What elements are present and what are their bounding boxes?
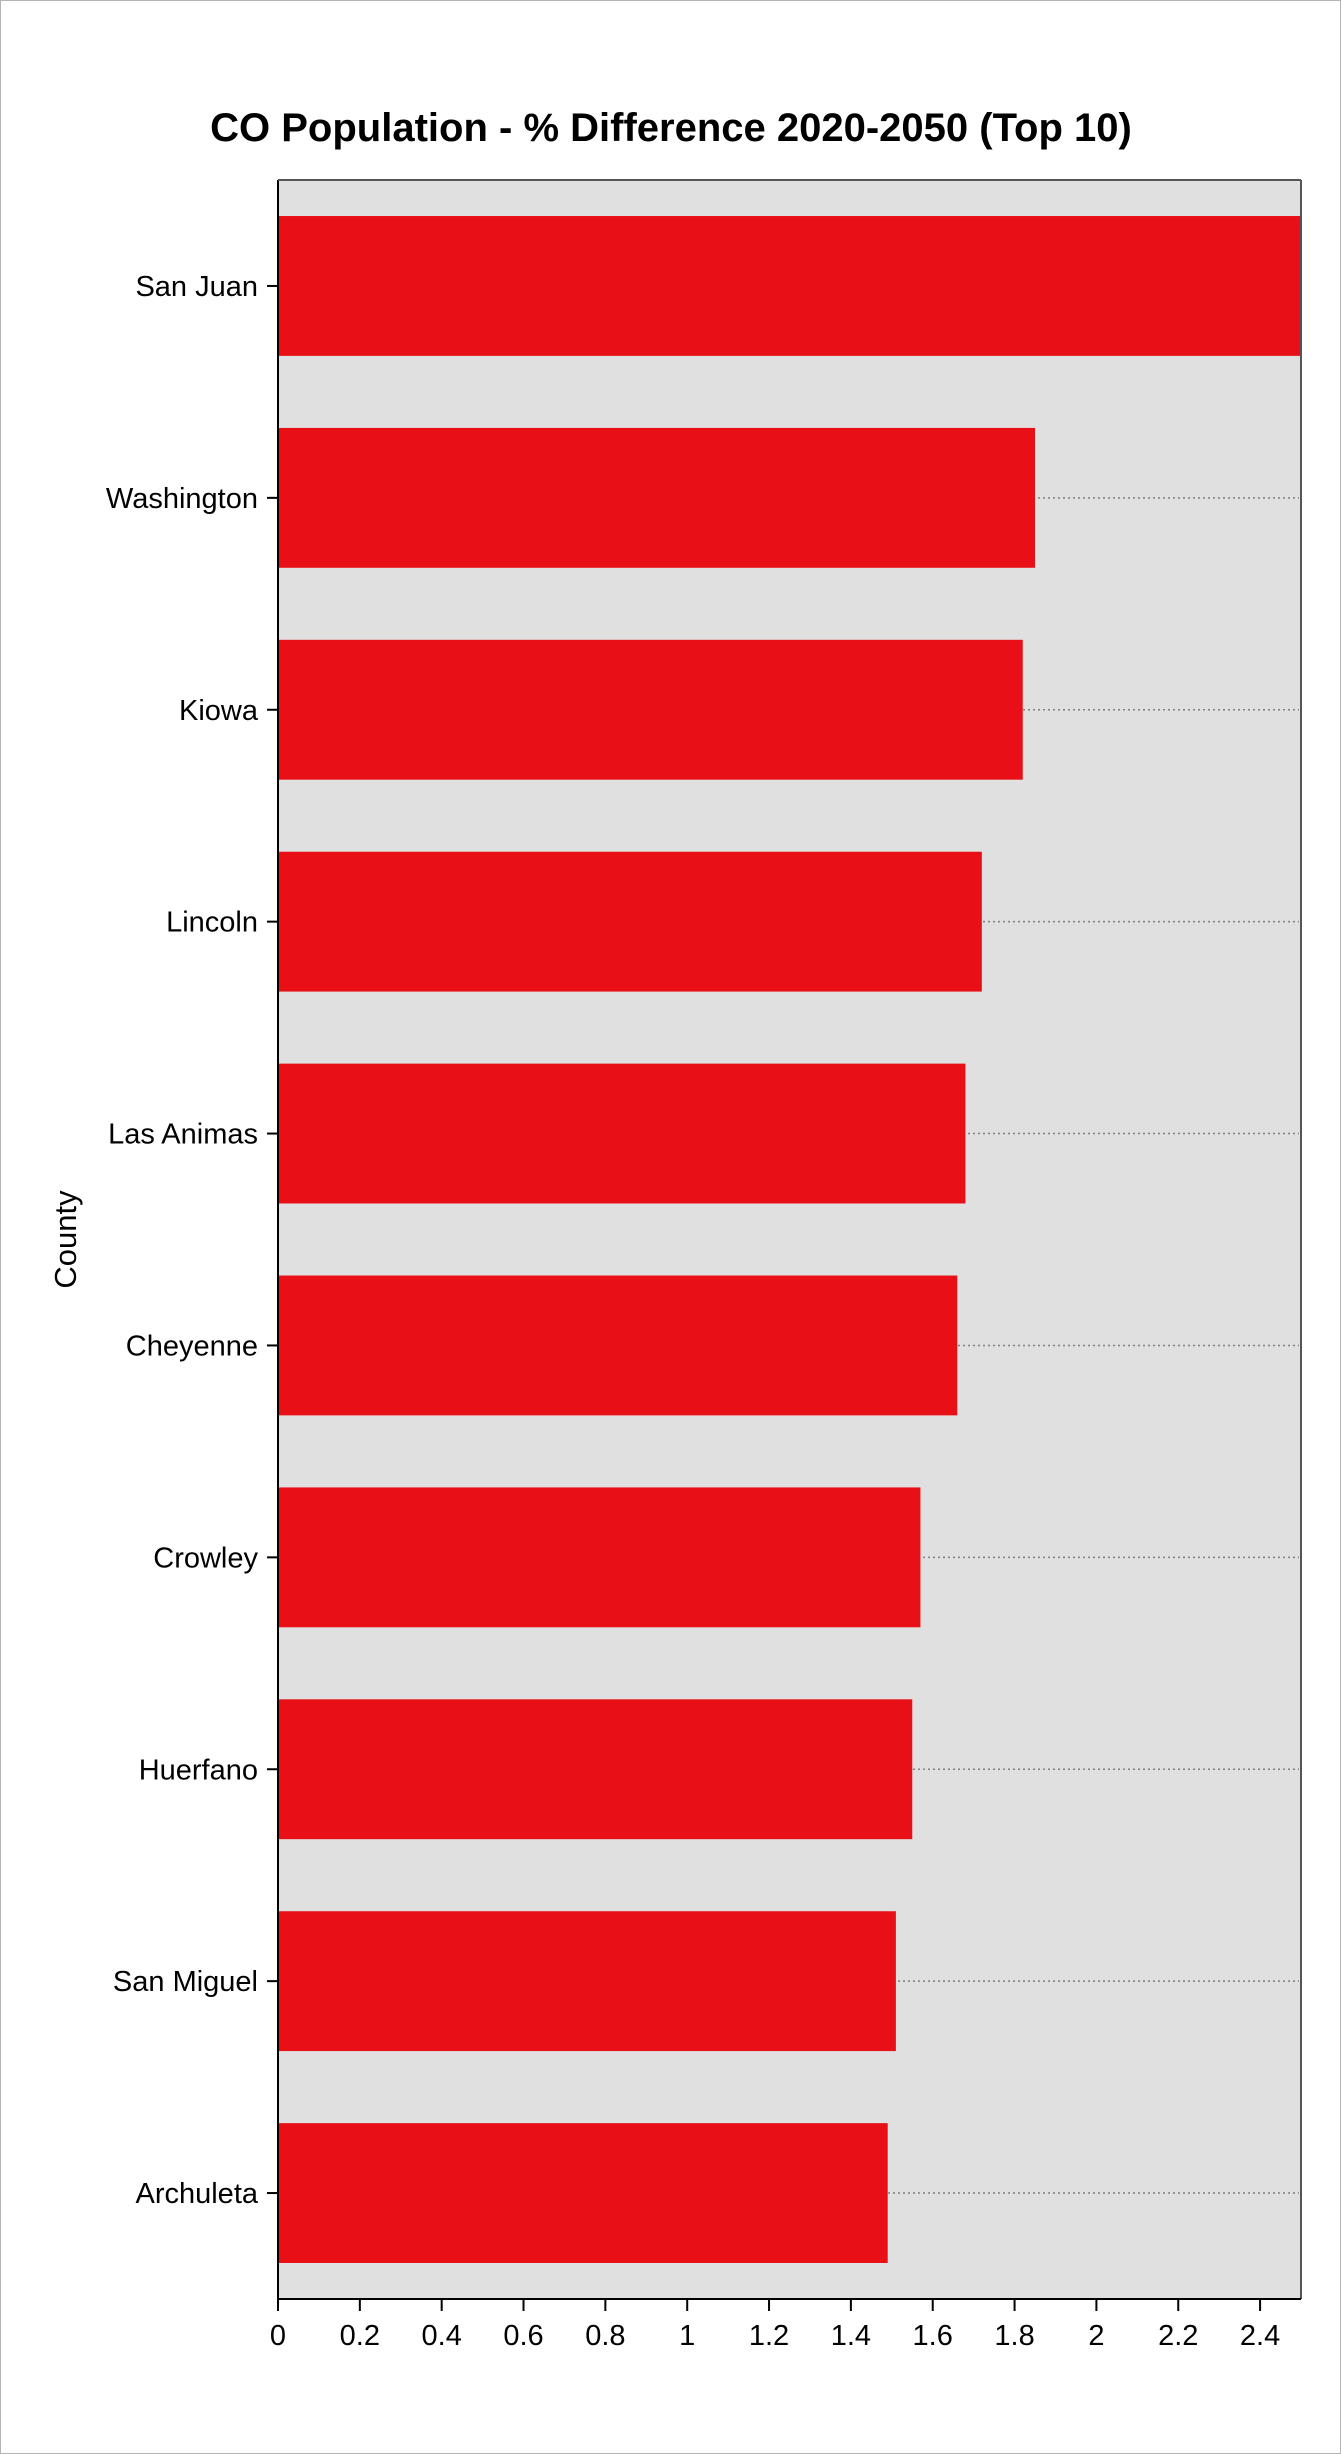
x-tick-label: 0.8 [585,2320,625,2352]
x-tick-label: 2.4 [1240,2320,1280,2352]
bar-huerfano [278,1699,913,1840]
bar-crowley [278,1487,921,1628]
x-tick-label: 1 [679,2320,695,2352]
y-tick-label: San Juan [135,271,258,303]
y-tick-label: Huerfano [139,1754,258,1786]
y-tick-label: Archuleta [135,2178,258,2210]
bar-kiowa [278,639,1023,780]
y-tick-label: Lincoln [166,907,258,939]
axes: San Juan Washington Kiowa Lincoln Las Animas… [106,179,1302,2352]
bar-cheyenne [278,1275,958,1416]
y-tick-label: Kiowa [179,695,259,727]
y-tick-label: Cheyenne [126,1330,258,1362]
bars [278,216,1301,2263]
bar-las-animas [278,1063,966,1204]
chart-title: CO Population - % Difference 2020-2050 (… [210,106,1132,150]
y-tick-label: Crowley [153,1542,258,1574]
x-tick-label: 2.2 [1158,2320,1198,2352]
x-tick-label: 0.6 [503,2320,543,2352]
y-tick-label: Las Animas [108,1119,258,1151]
y-axis-label: County [48,1190,83,1289]
bar-san-miguel [278,1911,896,2052]
x-tick-label: 1.6 [913,2320,953,2352]
x-tick-label: 1.8 [994,2320,1034,2352]
x-tick-label: 0 [270,2320,286,2352]
bar-washington [278,427,1036,568]
y-tick-label: Washington [106,483,258,515]
x-tick-label: 0.2 [340,2320,380,2352]
x-tick-label: 0.4 [422,2320,462,2352]
x-tick-label: 1.4 [831,2320,871,2352]
y-tick-label: San Miguel [113,1966,258,1998]
bar-archuleta [278,2123,888,2263]
bar-san-juan [278,216,1301,356]
bar-lincoln [278,851,982,992]
x-tick-label: 2 [1088,2320,1104,2352]
x-tick-label: 1.2 [749,2320,789,2352]
